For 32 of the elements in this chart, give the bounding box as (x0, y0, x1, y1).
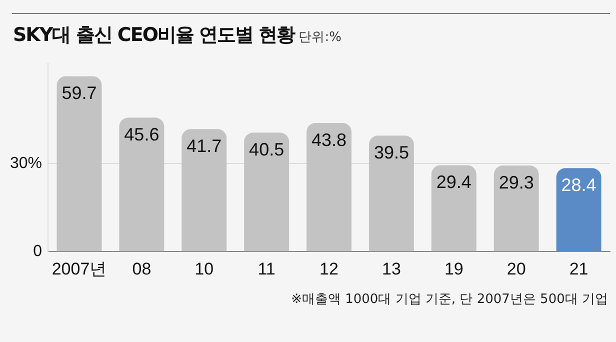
data-label: 59.7 (62, 83, 97, 104)
bar (244, 132, 290, 252)
x-tick-label: 20 (506, 259, 526, 278)
x-tick-label: 13 (382, 259, 401, 278)
data-label: 29.4 (436, 172, 472, 192)
x-tick-label: 2007년 (52, 259, 107, 278)
bar (182, 129, 227, 252)
bar (56, 76, 102, 252)
data-label: 28.4 (561, 175, 596, 196)
x-tick-label: 08 (132, 259, 152, 278)
bar (494, 166, 539, 252)
data-label: 40.5 (249, 140, 284, 160)
bar (431, 165, 476, 252)
bar (556, 168, 602, 252)
data-label: 41.7 (186, 136, 222, 156)
x-tick-label: 12 (320, 259, 338, 278)
x-tick-label: 11 (258, 259, 276, 278)
x-tick-label: 21 (569, 259, 588, 278)
data-label: 39.5 (374, 142, 409, 163)
bar (119, 118, 164, 252)
chart-title: SKY대 출신 CEO비율 연도별 현황 (13, 24, 295, 46)
bar (306, 122, 352, 252)
x-tick-label: 10 (194, 259, 214, 278)
y-tick-label: 30% (10, 154, 42, 172)
text: ※매출액 1000대 기업 기준, 단 2007년은 500대 기업 (291, 291, 608, 308)
data-label: 43.8 (311, 130, 347, 150)
y-tick-label: 0 (33, 243, 42, 260)
bar (368, 136, 414, 252)
data-label: 45.6 (124, 124, 160, 145)
data-label: 29.3 (498, 172, 534, 192)
chart-subtitle: 단위:% (298, 30, 342, 45)
x-tick-label: 19 (444, 259, 464, 278)
